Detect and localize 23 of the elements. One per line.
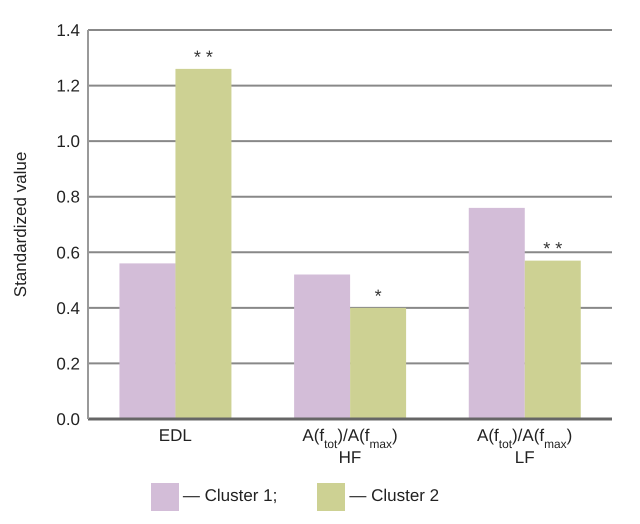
bar	[524, 260, 581, 419]
annotation: *	[374, 286, 382, 306]
y-axis-title: Standardized value	[11, 152, 30, 298]
category-label: A(f$_{tot}$)/A(f$_{max}$) LF	[477, 426, 572, 467]
bar	[294, 274, 350, 419]
y-tick-label: 1.4	[56, 21, 80, 40]
legend-label: — Cluster 2	[349, 486, 440, 506]
bar	[119, 263, 176, 419]
y-tick-label: 0.4	[56, 298, 80, 318]
legend-label: — Cluster 1;	[182, 486, 278, 506]
bar	[350, 308, 406, 419]
annotation: * *	[543, 238, 562, 259]
y-tick-label: 0.2	[56, 354, 80, 374]
y-tick-label: 1.0	[56, 132, 80, 152]
x-tick-label: EDL	[158, 426, 192, 445]
y-tick-label: 1.2	[56, 76, 80, 96]
y-tick-label: 0.6	[56, 243, 80, 262]
category-label: A(f$_{tot}$)/A(f$_{max}$) HF	[302, 426, 398, 467]
annotation: * *	[194, 46, 213, 67]
bar	[468, 208, 525, 419]
bar	[175, 68, 232, 419]
y-tick-label: 0.0	[56, 410, 80, 430]
y-tick-label: 0.8	[56, 188, 80, 207]
